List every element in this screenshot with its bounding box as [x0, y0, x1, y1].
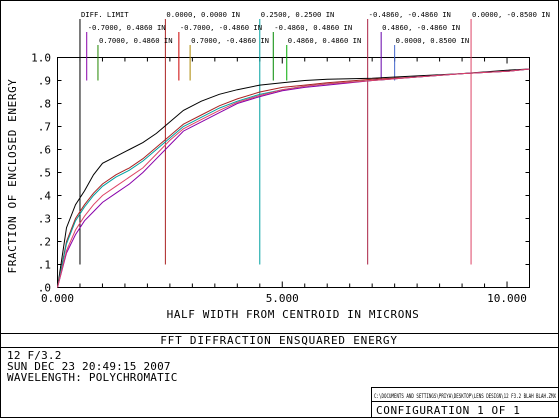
y-tick-label: .3: [38, 213, 51, 226]
legend-label: 0.2500, 0.2500 IN: [261, 10, 335, 19]
legend-label: -0.7000, 0.4860 IN: [88, 23, 166, 32]
x-axis-label: HALF WIDTH FROM CENTROID IN MICRONS: [167, 308, 420, 321]
series-lines: [57, 68, 530, 288]
series-line: [57, 68, 530, 288]
y-tick-label: .9: [38, 75, 51, 88]
y-tick-label: .1: [38, 259, 51, 272]
legend-label: 0.7000, -0.4860 IN: [191, 36, 269, 45]
series-line: [57, 68, 530, 288]
legend-label: 0.4860, -0.4860 IN: [382, 23, 460, 32]
legend-label: 0.0000, 0.0000 IN: [166, 10, 240, 19]
y-tick-label: .7: [38, 121, 51, 134]
legend-label: 0.0000, -0.8500 IN: [472, 10, 550, 19]
legend-label: 0.0000, 0.8500 IN: [396, 36, 470, 45]
info-line-date: SUN DEC 23 20:49:15 2007: [7, 360, 171, 373]
info-line-wavelength: WAVELENGTH: POLYCHROMATIC: [7, 371, 178, 384]
info-line-lens: 12 F/3.2: [7, 349, 62, 362]
x-tick-label: 0.000: [41, 292, 74, 305]
x-tick-label: 10.000: [487, 292, 527, 305]
legend-lines: [79, 19, 472, 265]
legend-label: 0.4860, 0.4860 IN: [288, 36, 362, 45]
y-tick-label: .4: [38, 190, 52, 203]
legend-label: 0.7000, 0.4860 IN: [99, 36, 173, 45]
y-tick-label: 1.0: [31, 52, 51, 65]
legend-label: -0.4860, 0.4860 IN: [274, 23, 352, 32]
y-tick-label: .5: [38, 167, 51, 180]
y-tick-label: .0: [38, 282, 51, 295]
legend-label: -0.7000, -0.4860 IN: [180, 23, 262, 32]
configuration-label: CONFIGURATION 1 OF 1: [376, 404, 520, 417]
legend-label: -0.4860, -0.4860 IN: [369, 10, 451, 19]
x-axis: 0.000 5.000 10.000: [41, 57, 530, 305]
y-axis-label: FRACTION OF ENCLOSED ENERGY: [6, 78, 19, 273]
series-line: [57, 68, 530, 288]
x-tick-label: 5.000: [266, 292, 299, 305]
y-tick-label: .6: [38, 144, 51, 157]
chart-title: FFT DIFFRACTION ENSQUARED ENERGY: [160, 334, 398, 347]
y-tick-label: .8: [38, 98, 51, 111]
y-axis: 1.0 .9 .8 .7 .6 .5 .4 .3 .2 .1 .0: [31, 52, 530, 295]
legend-labels: DIFF. LIMIT -0.7000, 0.4860 IN 0.7000, 0.4…: [81, 10, 550, 45]
file-label: C:\DOCUMENTS AND SETTINGS\PRIYA\DESKTOP\…: [374, 394, 556, 400]
legend-label: DIFF. LIMIT: [81, 10, 129, 19]
y-tick-label: .2: [38, 236, 51, 249]
